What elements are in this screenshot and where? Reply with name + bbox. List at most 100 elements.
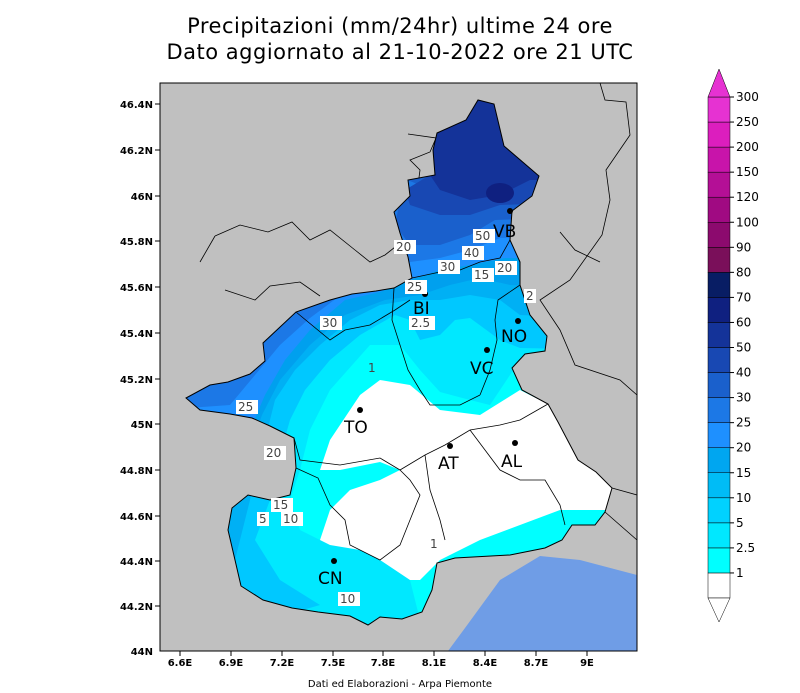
- colorbar-tick-label: 40: [736, 366, 751, 380]
- lon-tick-label: 8.4E: [473, 658, 498, 669]
- lat-tick-label: 44.8N: [120, 466, 153, 477]
- contour-label: 2.5: [411, 316, 430, 330]
- colorbar-swatch: [707, 96, 731, 123]
- province-boundary: [469, 429, 566, 526]
- contour-label: 30: [322, 316, 337, 330]
- colorbar-swatch: [707, 272, 731, 298]
- colorbar-tick-label: 30: [736, 391, 751, 405]
- lat-tick-label: 45.8N: [120, 237, 153, 248]
- colorbar-tick-label: 200: [736, 140, 759, 154]
- colorbar-tick-label: 90: [736, 240, 751, 254]
- contour-label: 10: [340, 592, 355, 606]
- contour-label: 15: [474, 268, 489, 282]
- lon-tick-label: 8.1E: [422, 658, 447, 669]
- border-line: [224, 281, 321, 301]
- colorbar-swatch: [707, 522, 731, 549]
- colorbar-tick-label: 60: [736, 315, 751, 329]
- city-dot-at: [447, 443, 453, 449]
- city-label-vc: VC: [470, 359, 494, 379]
- lat-tick-label: 46N: [131, 192, 153, 203]
- lat-tick-label: 45.6N: [120, 283, 153, 294]
- colorbar-tick-label: 25: [736, 416, 751, 430]
- colorbar-swatch: [707, 497, 731, 524]
- map-title-line2: Dato aggiornato al 21-10-2022 ore 21 UTC: [166, 40, 634, 64]
- colorbar-tick-label: 15: [736, 466, 751, 480]
- contour-labels: 50 40 30 20 15 20 25 2.5 2 30 25 20 15 5…: [236, 229, 536, 606]
- lon-tick-label: 6.9E: [219, 658, 244, 669]
- colorbar-tick-label: 5: [736, 516, 744, 530]
- contour-label: 20: [396, 240, 411, 254]
- colorbar-swatch: [707, 171, 731, 198]
- colorbar-swatch: [707, 121, 731, 148]
- province-boundary: [411, 239, 511, 279]
- border-line: [559, 231, 601, 263]
- lat-tick-label: 44.2N: [120, 602, 153, 613]
- map-title-line1: Precipitazioni (mm/24hr) ultime 24 ore: [187, 14, 613, 38]
- contour-label: 2: [526, 289, 534, 303]
- credit-text: Dati ed Elaborazioni - Arpa Piemonte: [307, 679, 493, 690]
- colorbar-swatch: [707, 247, 731, 273]
- lat-tick-label: 46.2N: [120, 146, 153, 157]
- lat-tick-label: 46.4N: [120, 100, 153, 111]
- colorbar-swatch: [707, 472, 731, 499]
- contour-label: 25: [407, 280, 422, 294]
- latitude-axis: 46.4N 46.2N 46N 45.8N 45.6N 45.4N 45.2N …: [120, 100, 160, 658]
- city-label-to: TO: [343, 418, 368, 438]
- city-label-no: NO: [501, 327, 527, 347]
- colorbar-swatch: [707, 572, 731, 599]
- province-boundary: [295, 299, 411, 341]
- sea-area: [448, 556, 637, 651]
- province-boundary: [424, 454, 446, 541]
- colorbar-swatch: [707, 422, 731, 448]
- colorbar-tick-label: 80: [736, 265, 751, 279]
- colorbar-tick-label: 250: [736, 115, 759, 129]
- city-label-al: AL: [501, 452, 523, 472]
- city-dot-to: [357, 407, 363, 413]
- contour-label: 20: [497, 261, 512, 275]
- lat-tick-label: 44N: [131, 647, 153, 658]
- contour-label: 10: [283, 512, 298, 526]
- contour-label: 1: [368, 361, 376, 375]
- precip-core: [486, 183, 514, 203]
- colorbar-swatch: [707, 146, 731, 173]
- city-label-at: AT: [438, 454, 459, 474]
- border-line: [407, 133, 437, 186]
- longitude-axis: 6.6E 6.9E 7.2E 7.5E 7.8E 8.1E 8.4E 8.7E …: [168, 651, 594, 669]
- colorbar-tick-label: 100: [736, 215, 759, 229]
- city-dot-no: [515, 318, 521, 324]
- border-line: [539, 83, 637, 396]
- colorbar-tick-label: 300: [736, 90, 759, 104]
- lat-tick-label: 45.4N: [120, 329, 153, 340]
- contour-label: 1: [430, 537, 438, 551]
- lat-tick-label: 45N: [131, 420, 153, 431]
- city-label-vb: VB: [493, 222, 516, 242]
- lon-tick-label: 8.7E: [524, 658, 549, 669]
- city-dot-al: [512, 440, 518, 446]
- contour-label: 15: [273, 498, 288, 512]
- colorbar-swatch: [707, 372, 731, 398]
- city-label-cn: CN: [318, 569, 343, 589]
- colorbar-swatch: [707, 397, 731, 423]
- colorbar: 3002502001501201009080706050403025201510…: [707, 68, 759, 623]
- contour-label: 50: [475, 229, 490, 243]
- province-boundary: [479, 284, 521, 396]
- lon-tick-label: 9E: [580, 658, 594, 669]
- lon-tick-label: 6.6E: [168, 658, 193, 669]
- colorbar-tick-label: 2.5: [736, 541, 755, 555]
- lon-tick-label: 7.2E: [270, 658, 295, 669]
- contour-label: 5: [259, 512, 267, 526]
- city-dot-cn: [331, 558, 337, 564]
- lon-tick-label: 7.8E: [371, 658, 396, 669]
- colorbar-swatch: [707, 322, 731, 348]
- border-line: [611, 487, 637, 496]
- province-boundary: [295, 467, 421, 561]
- contour-label: 40: [464, 246, 479, 260]
- city-label-bi: BI: [413, 299, 430, 319]
- colorbar-min-arrow: [707, 597, 731, 623]
- lat-tick-label: 45.2N: [120, 375, 153, 386]
- colorbar-tick-label: 70: [736, 290, 751, 304]
- lon-tick-label: 7.5E: [321, 658, 346, 669]
- colorbar-swatch: [707, 347, 731, 373]
- contour-label: 20: [266, 446, 281, 460]
